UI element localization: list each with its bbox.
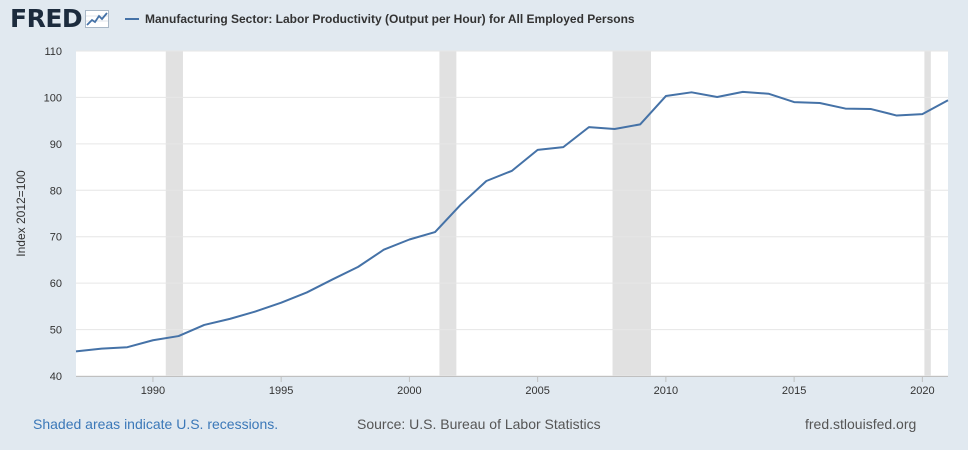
- x-tick-label: 2020: [910, 385, 934, 397]
- y-tick-label: 60: [50, 278, 62, 290]
- x-tick-label: 2010: [654, 385, 678, 397]
- data-point[interactable]: [535, 147, 541, 153]
- y-tick-label: 70: [50, 232, 62, 244]
- data-point[interactable]: [73, 348, 79, 354]
- data-point[interactable]: [663, 93, 669, 99]
- recession-band: [924, 51, 931, 376]
- chart-legend: Manufacturing Sector: Labor Productivity…: [125, 12, 635, 26]
- y-tick-label: 90: [50, 139, 62, 151]
- logo-text: FRED: [10, 4, 83, 33]
- data-point[interactable]: [176, 333, 182, 339]
- data-point[interactable]: [99, 346, 105, 352]
- data-point[interactable]: [150, 337, 156, 343]
- data-point[interactable]: [817, 100, 823, 106]
- data-point[interactable]: [791, 99, 797, 105]
- data-point[interactable]: [894, 113, 900, 119]
- series-line[interactable]: [75, 90, 949, 353]
- data-point[interactable]: [329, 276, 335, 282]
- data-point[interactable]: [689, 89, 695, 95]
- fred-logo[interactable]: FRED: [10, 4, 110, 33]
- y-tick-label: 80: [50, 185, 62, 197]
- data-point[interactable]: [483, 178, 489, 184]
- y-axis-title: Index 2012=100: [14, 170, 28, 257]
- x-tick-label: 2015: [782, 385, 806, 397]
- source-note: Source: U.S. Bureau of Labor Statistics: [357, 416, 601, 432]
- site-url: fred.stlouisfed.org: [805, 416, 917, 432]
- data-point[interactable]: [612, 126, 618, 132]
- data-point[interactable]: [945, 97, 951, 103]
- data-point[interactable]: [227, 316, 233, 322]
- data-point[interactable]: [868, 106, 874, 112]
- recession-band: [165, 51, 183, 376]
- fred-graph-icon: [85, 9, 110, 28]
- y-tick-label: 100: [44, 92, 62, 104]
- data-point[interactable]: [919, 111, 925, 117]
- data-point[interactable]: [432, 229, 438, 235]
- data-point[interactable]: [304, 289, 310, 295]
- x-tick-label: 2000: [397, 385, 421, 397]
- legend-label: Manufacturing Sector: Labor Productivity…: [145, 12, 635, 26]
- data-point[interactable]: [765, 91, 771, 97]
- data-point[interactable]: [560, 144, 566, 150]
- data-point[interactable]: [355, 264, 361, 270]
- data-point[interactable]: [740, 89, 746, 95]
- plot-area: [76, 51, 948, 376]
- data-point[interactable]: [637, 121, 643, 127]
- data-point[interactable]: [201, 322, 207, 328]
- data-point[interactable]: [586, 124, 592, 130]
- x-tick-label: 1995: [269, 385, 293, 397]
- line-chart[interactable]: 40 50 60 70 80 90 100 110 1990 1995 2000 2005 2010 20…: [0, 0, 968, 410]
- data-point[interactable]: [509, 168, 515, 174]
- data-point[interactable]: [842, 106, 848, 112]
- y-tick-label: 40: [50, 371, 62, 383]
- recessions-note-link[interactable]: Shaded areas indicate U.S. recessions.: [33, 416, 279, 432]
- y-tick-label: 50: [50, 325, 62, 337]
- data-point[interactable]: [124, 344, 130, 350]
- chart-header: FRED Manufacturing Sector: Labor Product…: [0, 0, 968, 40]
- data-point[interactable]: [406, 237, 412, 243]
- data-point[interactable]: [381, 247, 387, 253]
- data-point[interactable]: [278, 300, 284, 306]
- data-point[interactable]: [714, 94, 720, 100]
- y-tick-label: 110: [44, 46, 62, 58]
- recession-band: [612, 51, 652, 376]
- data-point[interactable]: [458, 202, 464, 208]
- legend-swatch: [125, 18, 139, 20]
- data-point[interactable]: [253, 308, 259, 314]
- x-tick-label: 1990: [141, 385, 165, 397]
- recession-band: [439, 51, 457, 376]
- x-tick-label: 2005: [525, 385, 549, 397]
